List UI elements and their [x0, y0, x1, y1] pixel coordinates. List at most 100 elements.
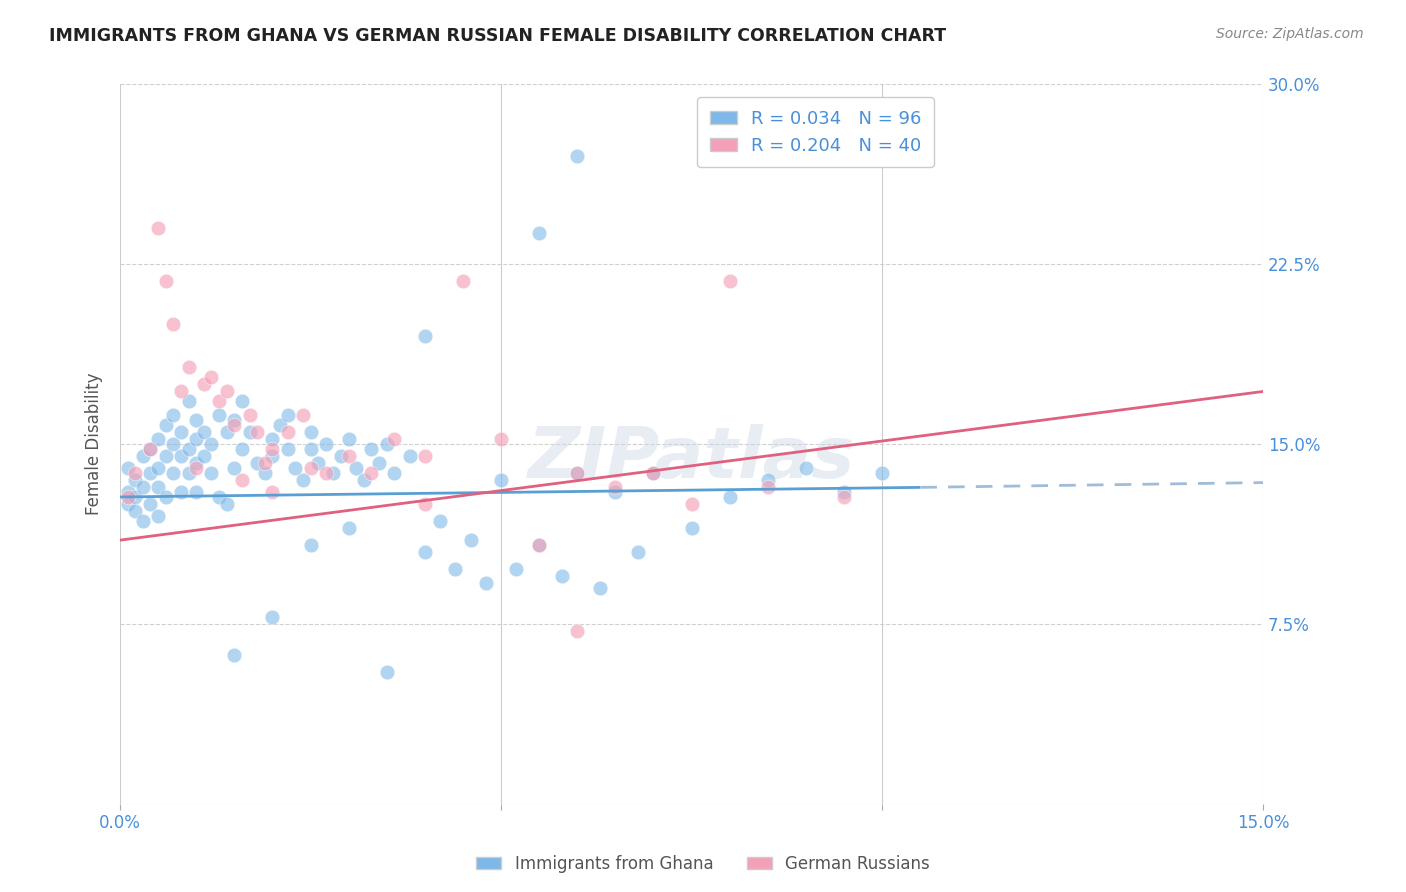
Point	[413, 497, 436, 511]
Point	[132, 449, 155, 463]
Point	[146, 433, 169, 447]
Point	[238, 409, 260, 423]
Point	[299, 538, 322, 552]
Point	[413, 449, 436, 463]
Point	[224, 648, 246, 663]
Point	[262, 433, 284, 447]
Point	[382, 466, 405, 480]
Point	[832, 490, 855, 504]
Point	[277, 425, 299, 440]
Point	[253, 457, 276, 471]
Point	[444, 562, 467, 576]
Point	[162, 437, 184, 451]
Point	[193, 425, 215, 440]
Point	[139, 442, 162, 456]
Point	[193, 449, 215, 463]
Point	[139, 442, 162, 456]
Point	[291, 473, 314, 487]
Point	[215, 425, 238, 440]
Point	[146, 480, 169, 494]
Point	[605, 485, 627, 500]
Point	[132, 480, 155, 494]
Point	[489, 473, 512, 487]
Point	[186, 485, 208, 500]
Point	[337, 449, 360, 463]
Point	[527, 538, 550, 552]
Point	[193, 377, 215, 392]
Point	[627, 545, 650, 559]
Point	[262, 610, 284, 624]
Point	[177, 394, 200, 409]
Text: IMMIGRANTS FROM GHANA VS GERMAN RUSSIAN FEMALE DISABILITY CORRELATION CHART: IMMIGRANTS FROM GHANA VS GERMAN RUSSIAN …	[49, 27, 946, 45]
Point	[413, 545, 436, 559]
Point	[398, 449, 420, 463]
Point	[413, 329, 436, 343]
Point	[155, 417, 177, 432]
Point	[527, 538, 550, 552]
Point	[177, 466, 200, 480]
Point	[567, 466, 589, 480]
Point	[567, 466, 589, 480]
Point	[215, 497, 238, 511]
Point	[475, 576, 498, 591]
Point	[718, 274, 741, 288]
Point	[132, 514, 155, 528]
Point	[794, 461, 817, 475]
Point	[360, 442, 382, 456]
Point	[200, 466, 222, 480]
Point	[170, 485, 193, 500]
Legend: Immigrants from Ghana, German Russians: Immigrants from Ghana, German Russians	[470, 848, 936, 880]
Point	[231, 442, 253, 456]
Text: ZIPatlas: ZIPatlas	[527, 424, 855, 493]
Point	[155, 274, 177, 288]
Point	[505, 562, 527, 576]
Point	[253, 466, 276, 480]
Point	[375, 437, 398, 451]
Point	[177, 360, 200, 375]
Point	[322, 466, 344, 480]
Point	[277, 409, 299, 423]
Point	[124, 490, 146, 504]
Point	[200, 437, 222, 451]
Point	[277, 442, 299, 456]
Point	[299, 461, 322, 475]
Point	[291, 409, 314, 423]
Point	[269, 417, 291, 432]
Point	[186, 413, 208, 427]
Point	[146, 221, 169, 235]
Point	[208, 394, 231, 409]
Point	[567, 149, 589, 163]
Point	[162, 318, 184, 332]
Point	[681, 497, 703, 511]
Point	[451, 274, 474, 288]
Legend: R = 0.034   N = 96, R = 0.204   N = 40: R = 0.034 N = 96, R = 0.204 N = 40	[697, 97, 934, 168]
Point	[231, 394, 253, 409]
Point	[429, 514, 451, 528]
Point	[262, 442, 284, 456]
Point	[360, 466, 382, 480]
Point	[643, 466, 665, 480]
Point	[231, 473, 253, 487]
Point	[337, 433, 360, 447]
Point	[170, 384, 193, 399]
Point	[139, 497, 162, 511]
Point	[117, 485, 139, 500]
Point	[162, 409, 184, 423]
Point	[162, 466, 184, 480]
Point	[344, 461, 367, 475]
Point	[527, 226, 550, 240]
Point	[460, 533, 482, 548]
Point	[117, 490, 139, 504]
Point	[643, 466, 665, 480]
Point	[186, 433, 208, 447]
Point	[681, 521, 703, 535]
Point	[315, 466, 337, 480]
Point	[589, 581, 612, 595]
Point	[330, 449, 353, 463]
Point	[224, 461, 246, 475]
Point	[870, 466, 893, 480]
Point	[299, 442, 322, 456]
Point	[718, 490, 741, 504]
Point	[146, 461, 169, 475]
Point	[284, 461, 307, 475]
